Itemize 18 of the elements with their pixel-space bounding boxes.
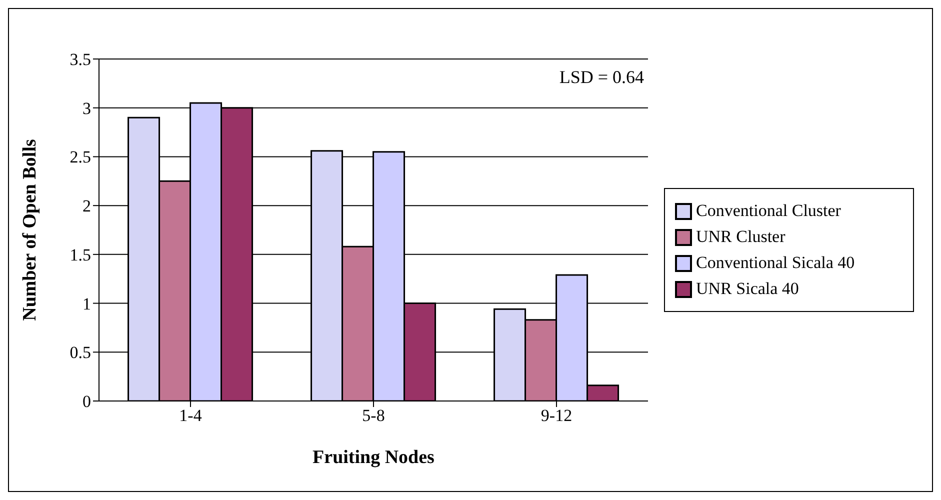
y-tick-label: 3.5 (70, 50, 91, 70)
y-tick-label: 2 (82, 196, 91, 216)
y-tick-label: 1 (82, 294, 91, 314)
y-axis-title: Number of Open Bolls (20, 139, 41, 321)
legend-label: Conventional Cluster (696, 201, 841, 221)
legend-label: UNR Cluster (696, 227, 786, 247)
x-tick-label: 9-12 (540, 406, 572, 426)
y-tick-label: 2.5 (70, 148, 91, 167)
y-tick-label: 3 (82, 98, 91, 118)
legend-label: UNR Sicala 40 (696, 279, 799, 299)
x-axis-title: Fruiting Nodes (312, 447, 434, 468)
legend-label: Conventional Sicala 40 (696, 253, 855, 273)
y-tick-label: 1.5 (70, 245, 91, 264)
y-tick-label: 0 (82, 392, 91, 412)
annotation: LSD = 0.64 (559, 67, 644, 88)
x-tick-label: 1-4 (179, 406, 202, 426)
x-tick-label: 5-8 (362, 406, 385, 426)
y-tick-label: 0.5 (70, 343, 91, 362)
